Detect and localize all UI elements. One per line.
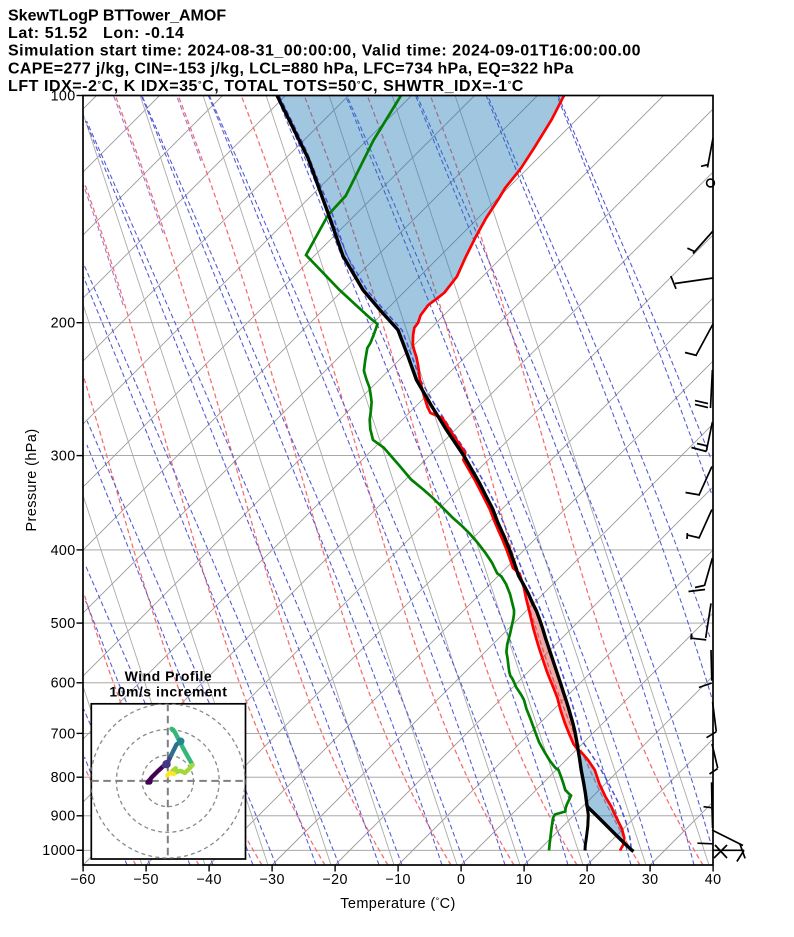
svg-text:−10: −10: [385, 872, 410, 888]
svg-text:−20: −20: [322, 872, 347, 888]
svg-text:30: 30: [642, 872, 659, 888]
svg-text:SkewTLogP BTTower_AMOF: SkewTLogP BTTower_AMOF: [8, 7, 226, 24]
svg-text:Wind Profile: Wind Profile: [125, 668, 213, 684]
svg-text:Lat: 51.52 Lon: -0.14: Lat: 51.52 Lon: -0.14: [8, 25, 185, 42]
svg-text:CAPE=277 j/kg, CIN=-153 j/kg,: CAPE=277 j/kg, CIN=-153 j/kg, LCL=880 hP…: [8, 60, 574, 77]
svg-text:Simulation start time: 2024-08: Simulation start time: 2024-08-31_00:00:…: [8, 43, 641, 60]
svg-text:900: 900: [51, 809, 76, 825]
svg-text:Pressure (hPa): Pressure (hPa): [24, 428, 40, 531]
svg-text:10m/s increment: 10m/s increment: [109, 684, 227, 700]
svg-text:−40: −40: [196, 872, 221, 888]
svg-text:700: 700: [51, 726, 76, 742]
svg-text:800: 800: [51, 770, 76, 786]
svg-text:−30: −30: [259, 872, 284, 888]
svg-text:100: 100: [51, 88, 76, 104]
svg-text:−60: −60: [70, 872, 95, 888]
svg-text:200: 200: [51, 316, 76, 332]
svg-text:40: 40: [705, 872, 722, 888]
svg-text:10: 10: [516, 872, 533, 888]
svg-text:600: 600: [51, 676, 76, 692]
svg-text:20: 20: [579, 872, 596, 888]
svg-text:0: 0: [457, 872, 465, 888]
svg-text:1000: 1000: [42, 843, 75, 859]
svg-text:500: 500: [51, 616, 76, 632]
svg-text:Temperature (°C): Temperature (°C): [340, 896, 456, 912]
svg-text:400: 400: [51, 543, 76, 559]
svg-text:−50: −50: [133, 872, 158, 888]
svg-text:LFT IDX=-2°C, K IDX=35°C, TOTA: LFT IDX=-2°C, K IDX=35°C, TOTAL TOTS=50°…: [8, 78, 524, 95]
svg-text:300: 300: [51, 449, 76, 465]
